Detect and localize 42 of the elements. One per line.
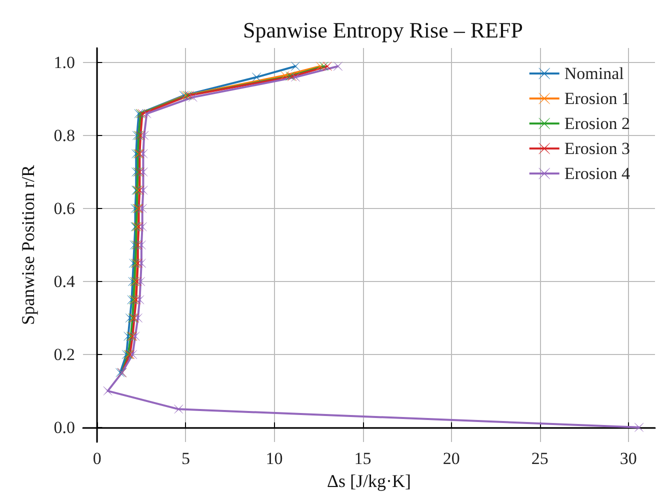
point <box>136 240 146 250</box>
y-tick-label: 0.8 <box>54 126 75 146</box>
y-tick-label: 1.0 <box>54 53 75 72</box>
x-axis-title: Δs [J/kg·K] <box>326 471 412 491</box>
point <box>138 222 147 232</box>
point <box>140 131 149 140</box>
point <box>142 109 152 118</box>
point <box>174 404 184 414</box>
y-tick-label: 0.0 <box>54 418 75 437</box>
y-tick-label: 0.4 <box>54 272 76 291</box>
x-tick-label: 10 <box>266 449 283 468</box>
y-axis-title: Spanwise Position r/R <box>18 164 38 326</box>
point <box>634 422 644 432</box>
point <box>291 72 300 82</box>
point <box>252 72 262 82</box>
y-tick-label: 0.2 <box>54 344 75 364</box>
point <box>133 313 142 322</box>
chart-title: Spanwise Entropy Rise – REFP <box>243 18 523 42</box>
point <box>136 276 146 286</box>
point <box>103 386 112 396</box>
point <box>334 62 343 71</box>
legend-label: Nominal <box>564 64 624 83</box>
point <box>138 204 147 214</box>
point <box>135 295 144 304</box>
point <box>280 70 290 80</box>
x-tick-label: 25 <box>531 449 548 468</box>
point <box>128 350 138 359</box>
point <box>138 168 148 177</box>
point <box>138 149 148 158</box>
x-tick-label: 30 <box>620 449 637 468</box>
legend-label: Erosion 1 <box>564 89 630 108</box>
point <box>322 62 332 71</box>
y-tick-label: 0.6 <box>54 199 75 218</box>
legend-label: Erosion 4 <box>564 164 630 183</box>
x-tick-label: 20 <box>442 449 460 468</box>
x-tick-label: 0 <box>92 449 102 468</box>
x-tick-label: 5 <box>181 449 190 468</box>
x-tick-label: 15 <box>354 449 372 468</box>
legend-label: Erosion 3 <box>564 139 630 158</box>
point <box>291 62 300 71</box>
legend-label: Erosion 2 <box>564 114 630 133</box>
point <box>136 258 146 268</box>
